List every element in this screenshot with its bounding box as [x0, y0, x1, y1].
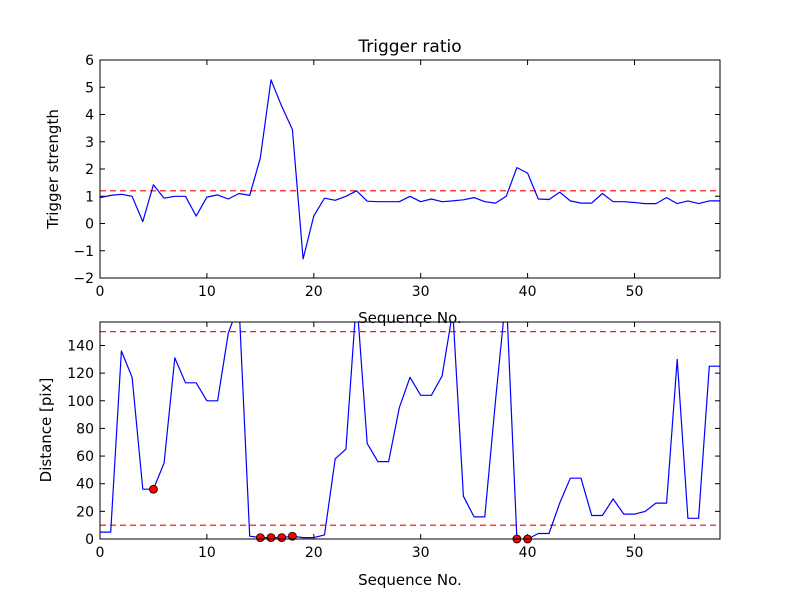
- y-tick-label: 20: [76, 504, 94, 520]
- y-tick-label: 6: [85, 53, 94, 69]
- data-point-marker: [149, 484, 158, 494]
- x-tick-label: 50: [626, 545, 644, 561]
- data-point-marker: [266, 533, 276, 543]
- top-plot-frame: [99, 59, 721, 279]
- y-tick-label: −2: [73, 271, 94, 287]
- y-tick-label: 0: [85, 532, 94, 548]
- y-tick-label: −1: [73, 244, 94, 260]
- series-line: [100, 79, 720, 260]
- x-tick-label: 10: [198, 284, 216, 300]
- bottom-y-axis-label: Distance [pix]: [37, 378, 55, 483]
- y-tick-label: 140: [67, 338, 94, 354]
- distance-chart: 0 10 20 30 40 50 0 20 40 60 80 100 120 140 Sequence N…: [37, 321, 721, 589]
- x-tick-label: 40: [519, 284, 537, 300]
- data-point-marker: [288, 531, 297, 541]
- x-tick-label: 20: [305, 284, 323, 300]
- bottom-axis-ticks: 0 10 20 30 40 50 0 20 40 60 80 100 120 140: [67, 322, 720, 561]
- y-tick-label: 100: [67, 394, 94, 410]
- y-tick-label: 40: [76, 477, 94, 493]
- y-tick-label: 1: [85, 189, 94, 205]
- y-tick-label: 5: [85, 80, 94, 96]
- bottom-series: [100, 322, 720, 539]
- y-tick-label: 0: [85, 217, 94, 233]
- bottom-threshold-lines: [100, 331, 720, 526]
- y-tick-label: 3: [85, 135, 94, 151]
- y-tick-label: 60: [76, 449, 94, 465]
- data-point-marker: [277, 533, 287, 543]
- bottom-plot-frame: [99, 321, 721, 540]
- y-tick-label: 80: [76, 421, 94, 437]
- x-tick-label: 0: [96, 284, 105, 300]
- bottom-x-axis-label: Sequence No.: [358, 571, 462, 589]
- top-series: [100, 79, 720, 260]
- x-tick-label: 10: [198, 545, 216, 561]
- x-tick-label: 20: [305, 545, 323, 561]
- x-tick-label: 0: [96, 545, 105, 561]
- x-tick-label: 30: [412, 545, 430, 561]
- chart-title: Trigger ratio: [357, 37, 461, 57]
- top-x-axis-label: Sequence No.: [358, 309, 462, 327]
- x-tick-label: 30: [412, 284, 430, 300]
- series-line: [100, 322, 720, 539]
- data-point-marker: [255, 533, 265, 543]
- top-y-axis-label: Trigger strength: [44, 109, 62, 230]
- y-tick-label: 2: [85, 162, 94, 178]
- x-tick-label: 40: [519, 545, 537, 561]
- x-tick-label: 50: [626, 284, 644, 300]
- y-tick-label: 4: [85, 108, 94, 124]
- y-tick-label: 120: [67, 366, 94, 382]
